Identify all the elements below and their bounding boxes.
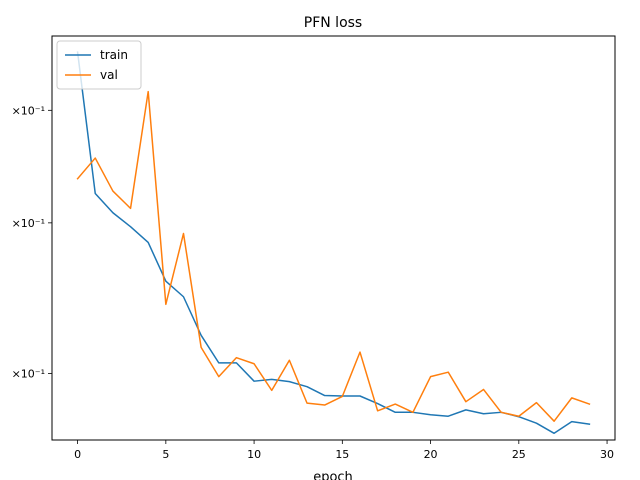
y-tick-label: ×10⁻¹ <box>12 104 45 117</box>
x-tick-label: 20 <box>424 448 438 461</box>
y-tick-label: ×10⁻¹ <box>12 217 45 230</box>
series-line-val <box>76 90 591 422</box>
legend-label-val: val <box>100 68 118 82</box>
x-tick-label: 30 <box>600 448 614 461</box>
series-layer <box>76 51 591 435</box>
x-tick-label: 25 <box>512 448 526 461</box>
legend: train val <box>56 40 142 90</box>
x-tick-label: 0 <box>74 448 81 461</box>
x-axis-label: epoch <box>313 470 353 480</box>
plot-area <box>52 36 615 440</box>
legend-label-train: train <box>100 48 128 62</box>
x-tick-label: 5 <box>162 448 169 461</box>
plot-frame <box>51 35 616 441</box>
x-tick-label: 10 <box>247 448 261 461</box>
y-axis-ticks: ×10⁻¹ ×10⁻¹ ×10⁻¹ <box>12 104 52 381</box>
chart-title: PFN loss <box>304 15 362 31</box>
legend-box <box>56 40 142 90</box>
y-tick-label: ×10⁻¹ <box>12 368 45 381</box>
x-tick-label: 15 <box>335 448 349 461</box>
x-axis-ticks: 0 5 10 15 20 25 30 <box>74 440 614 461</box>
